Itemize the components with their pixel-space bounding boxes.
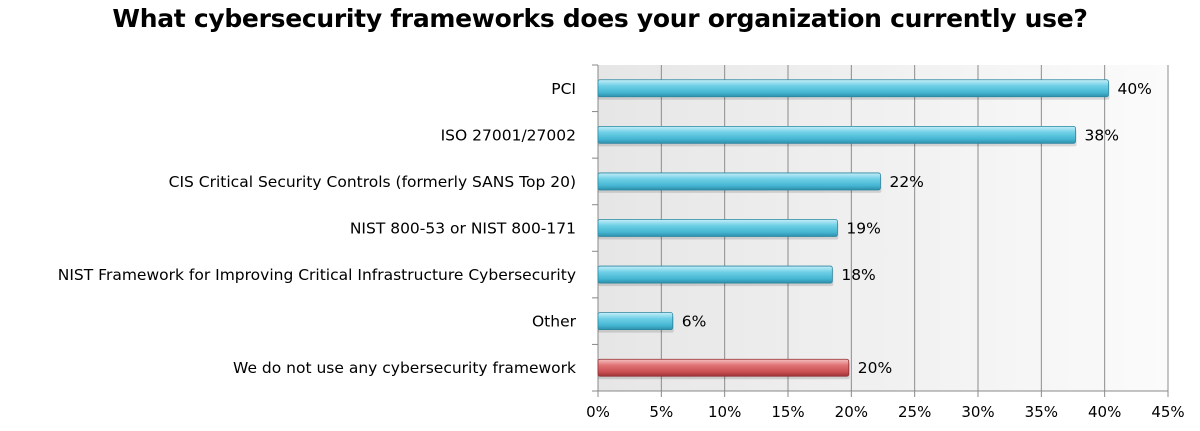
category-label: Other: [532, 313, 577, 331]
bar: [597, 125, 1076, 144]
category-label: ISO 27001/27002: [441, 126, 576, 144]
data-label: 6%: [682, 313, 707, 331]
data-label: 40%: [1117, 80, 1151, 98]
x-tick-label: 0%: [586, 403, 610, 421]
bar: [597, 219, 838, 237]
category-label: NIST Framework for Improving Critical In…: [58, 266, 576, 284]
bar-group: [597, 265, 834, 287]
bar: [597, 265, 833, 284]
data-label: 18%: [841, 266, 875, 284]
data-label: 19%: [846, 220, 880, 238]
x-tick-label: 20%: [835, 403, 868, 421]
x-tick-label: 30%: [961, 403, 994, 421]
bar-group: [597, 79, 1110, 100]
x-tick-label: 15%: [771, 403, 804, 421]
bar: [597, 312, 674, 331]
bar: [597, 172, 881, 191]
bar-group: [597, 172, 882, 193]
chart-title: What cybersecurity frameworks does your …: [112, 4, 1088, 33]
bars: [597, 79, 1110, 380]
data-label: 22%: [889, 173, 923, 191]
x-tick-label: 40%: [1088, 403, 1121, 421]
labels: 0% 5% 10% 15% 20% 25% 30% 35% 40% 45% PCI 40% ISO 27…: [58, 80, 1185, 421]
bar-highlight: [597, 358, 850, 377]
x-tick-label: 25%: [898, 403, 931, 421]
category-label: We do not use any cybersecurity framewor…: [233, 359, 576, 377]
x-tick-label: 10%: [708, 403, 741, 421]
data-label: 38%: [1085, 126, 1119, 144]
bar-group: [597, 219, 839, 240]
bar: [597, 79, 1109, 98]
data-label: 20%: [858, 359, 892, 377]
bar-group: [597, 358, 850, 380]
x-tick-label: 45%: [1151, 403, 1184, 421]
x-tick-label: 35%: [1025, 403, 1058, 421]
bar-group: [597, 312, 674, 333]
category-label: PCI: [551, 80, 576, 98]
category-label: NIST 800-53 or NIST 800-171: [350, 220, 576, 238]
category-label: CIS Critical Security Controls (formerly…: [169, 173, 576, 191]
x-tick-label: 5%: [649, 403, 673, 421]
bar-group: [597, 125, 1077, 147]
